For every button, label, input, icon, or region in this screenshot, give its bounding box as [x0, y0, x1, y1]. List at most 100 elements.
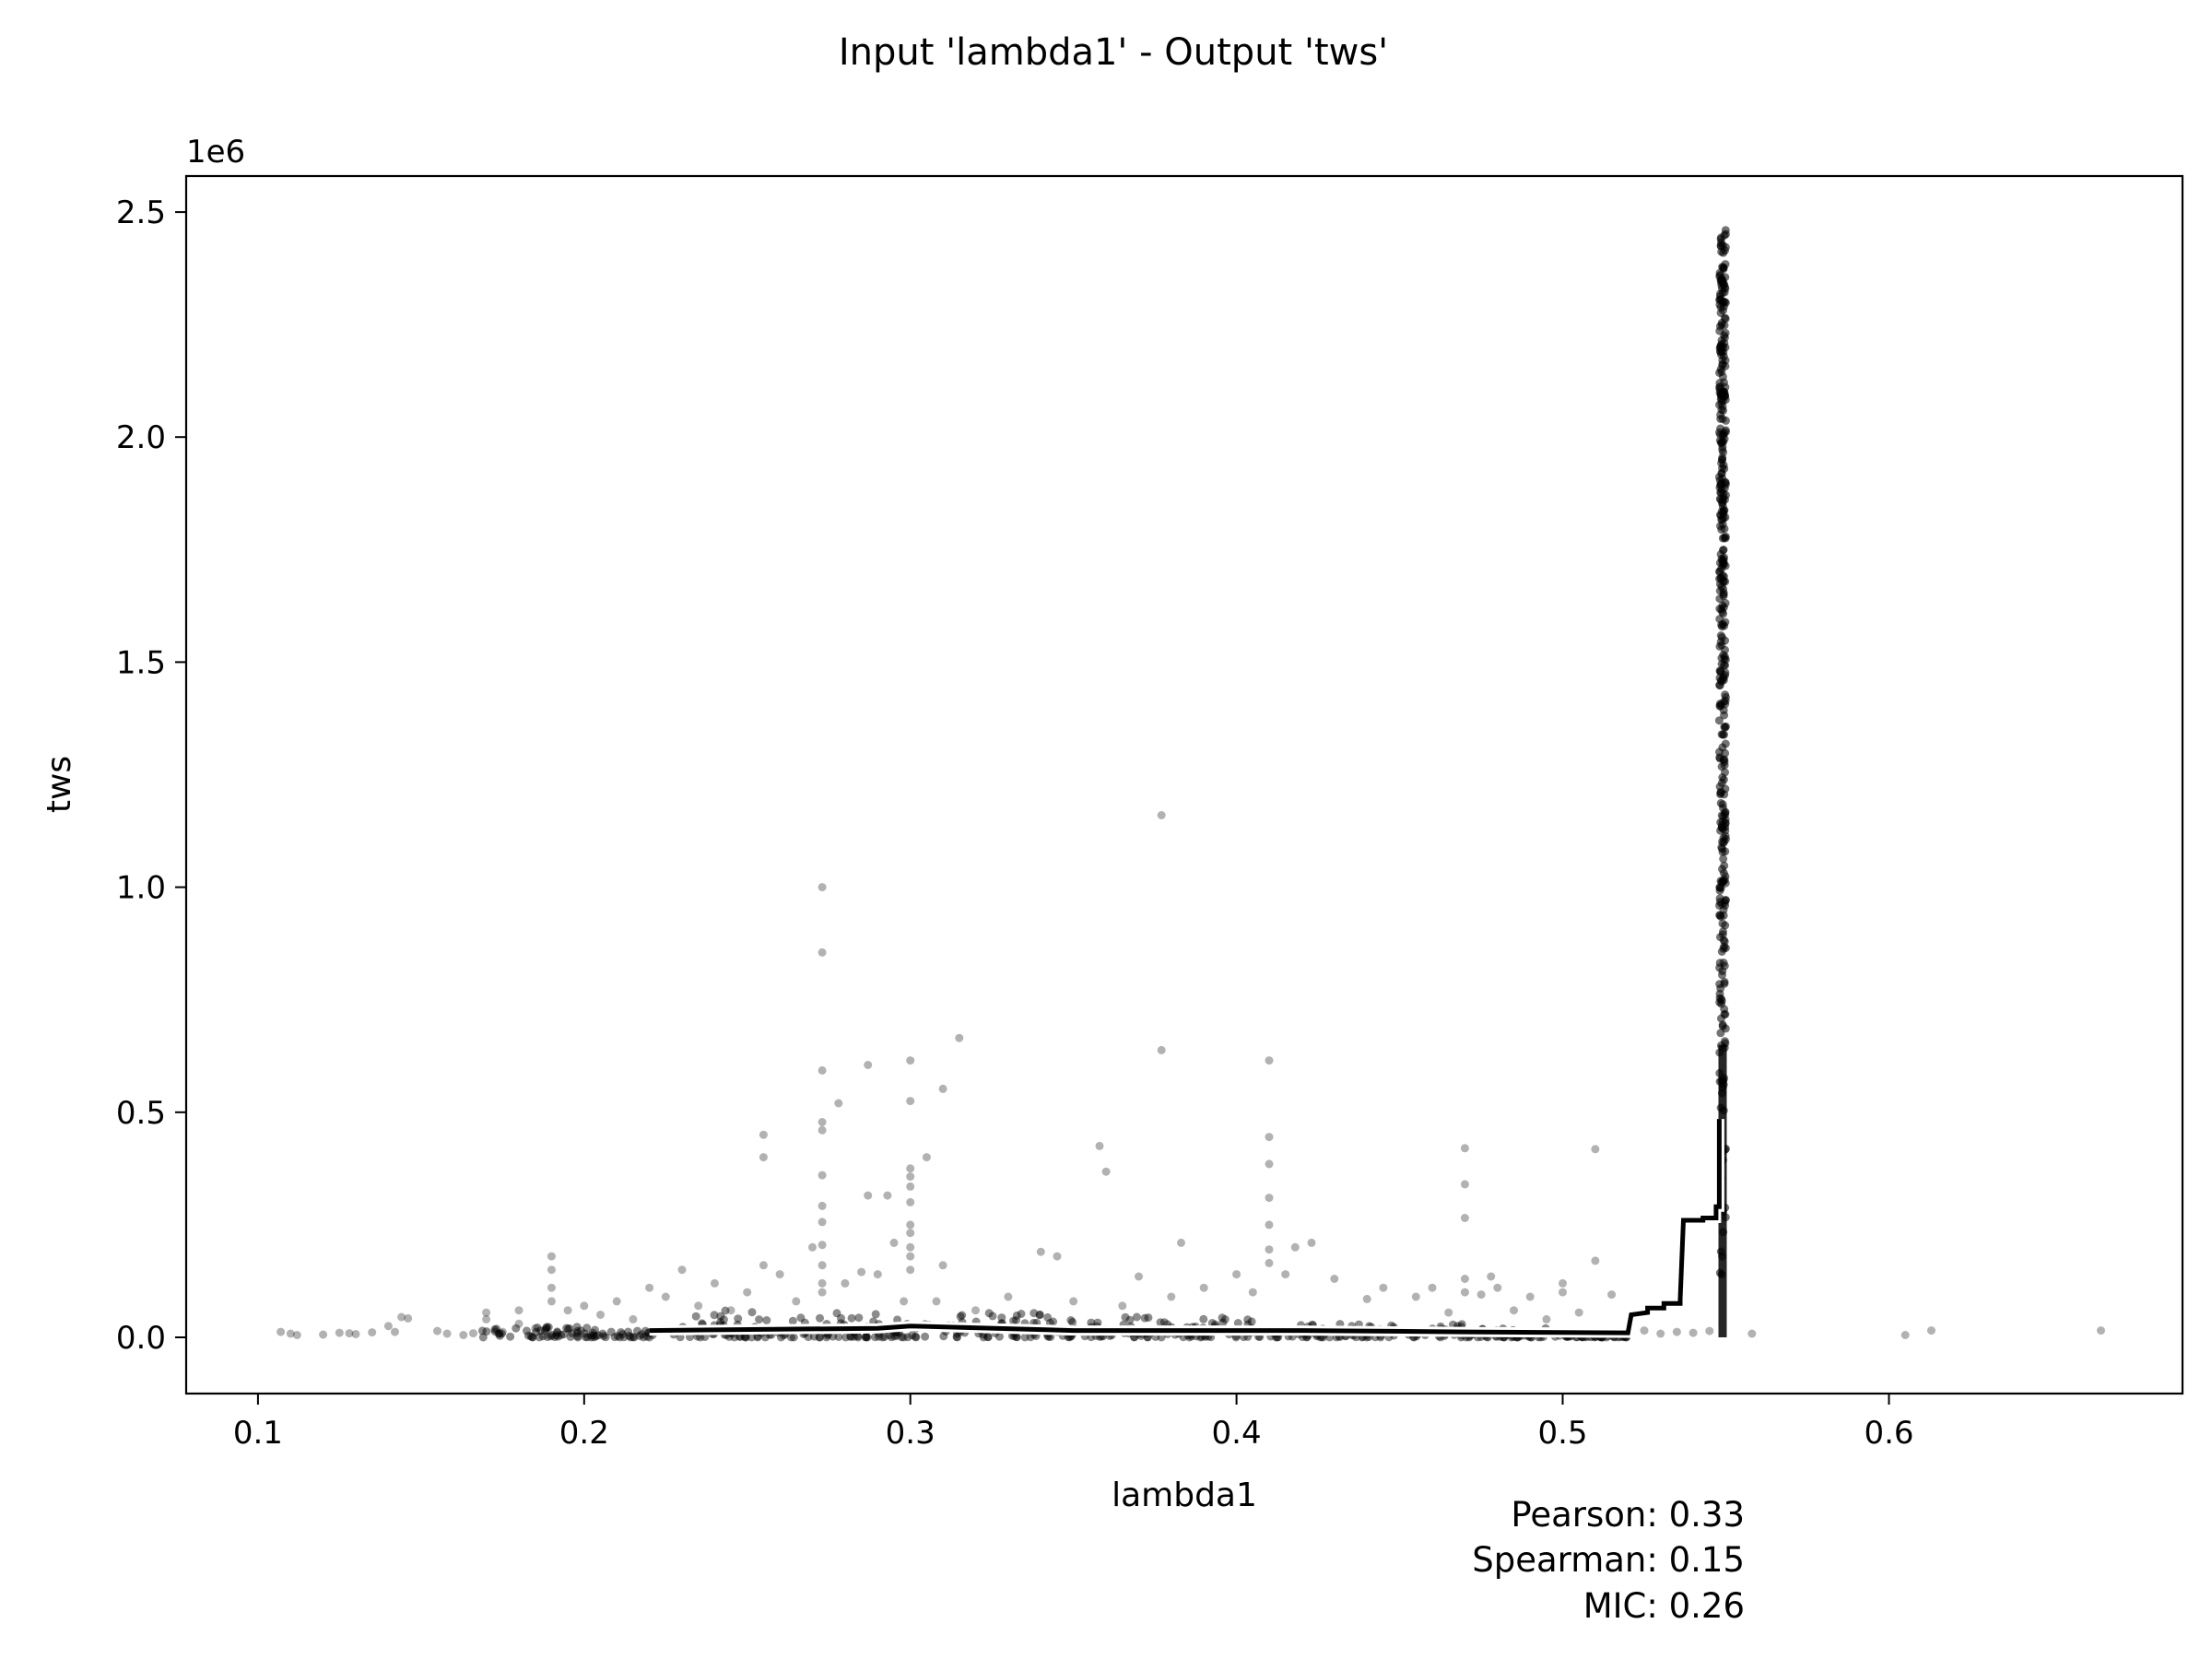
scatter-point [743, 1288, 752, 1297]
scatter-point [1721, 1024, 1730, 1033]
scatter-point [1265, 1159, 1274, 1169]
scatter-point [971, 1306, 980, 1315]
scatter-point [535, 1333, 544, 1342]
scatter-point [897, 1333, 906, 1342]
scatter-point [815, 1333, 824, 1342]
scatter-point [292, 1331, 301, 1339]
scatter-point [818, 947, 827, 957]
scatter-point [514, 1319, 524, 1328]
scatter-point [979, 1333, 988, 1342]
y-offset-label: 1e6 [186, 134, 245, 171]
scatter-point [730, 1333, 739, 1342]
y-tick-label: 1.0 [116, 870, 166, 907]
scatter-point [691, 1312, 700, 1321]
scatter-point [1717, 1014, 1725, 1023]
scatter-point [1719, 775, 1728, 784]
scatter-point [1233, 1319, 1242, 1327]
scatter-point [1718, 442, 1727, 452]
scatter-point [710, 1278, 719, 1288]
scatter-point [1477, 1290, 1486, 1300]
scatter-point [818, 883, 827, 892]
scatter-point [906, 1197, 915, 1206]
scatter-point [1719, 927, 1727, 936]
scatter-point [492, 1324, 501, 1334]
scatter-point [563, 1324, 572, 1334]
scatter-point [1012, 1311, 1021, 1320]
scatter-point [1640, 1326, 1649, 1335]
scatter-point [846, 1332, 855, 1341]
scatter-point [383, 1322, 393, 1331]
scatter-point [1457, 1320, 1466, 1329]
scatter-point [619, 1333, 629, 1342]
scatter-point [1460, 1275, 1469, 1283]
scatter-point [906, 1097, 915, 1106]
scatter-point [1330, 1275, 1339, 1283]
scatter-point [629, 1314, 638, 1324]
scatter-point [547, 1265, 556, 1275]
scatter-point [1718, 534, 1727, 543]
scatter-point [863, 1333, 872, 1342]
scatter-point [1718, 919, 1727, 928]
scatter-point [900, 1297, 909, 1306]
scatter-point [841, 1333, 851, 1342]
scatter-point [612, 1297, 621, 1306]
scatter-point [818, 1118, 827, 1126]
scatter-point [762, 1316, 771, 1324]
scatter-point [588, 1328, 597, 1337]
scatter-point [1900, 1331, 1910, 1339]
scatter-point [1574, 1308, 1583, 1317]
scatter-point [1705, 1326, 1714, 1335]
scatter-point [580, 1329, 589, 1338]
scatter-point [997, 1313, 1006, 1323]
scatter-point [568, 1329, 576, 1337]
scatter-point [576, 1326, 585, 1335]
scatter-point [854, 1313, 864, 1323]
scatter-point [494, 1329, 503, 1338]
scatter-point [536, 1326, 545, 1335]
scatter-point [573, 1333, 582, 1342]
scatter-point [524, 1331, 533, 1340]
scatter-point [804, 1333, 813, 1342]
scatter-point [834, 1333, 843, 1341]
scatter-point [498, 1327, 507, 1336]
plot-area [276, 226, 2105, 1342]
scatter-point [1718, 298, 1727, 307]
scatter-point [984, 1309, 994, 1318]
scatter-point [610, 1333, 619, 1342]
scatter-point [490, 1324, 500, 1334]
scatter-point [580, 1301, 589, 1311]
scatter-point [550, 1333, 559, 1342]
y-axis-label: tws [41, 756, 78, 813]
scatter-point [642, 1332, 652, 1341]
scatter-point [1672, 1327, 1681, 1336]
scatter-point [1525, 1292, 1535, 1301]
scatter-point [857, 1267, 866, 1277]
scatter-point [625, 1331, 634, 1340]
scatter-point [1049, 1317, 1058, 1326]
scatter-point [847, 1313, 856, 1323]
scatter-point [939, 1332, 948, 1341]
scatter-point [563, 1306, 572, 1315]
scatter-point [861, 1333, 870, 1342]
spearman-stat: Spearman: 0.15 [1472, 1540, 1745, 1580]
scatter-point [841, 1278, 850, 1288]
scatter-point [1265, 1258, 1274, 1267]
scatter-point [864, 1061, 873, 1069]
scatter-point [1718, 971, 1726, 980]
scatter-point [629, 1333, 639, 1342]
scatter-point [1487, 1272, 1496, 1281]
scatter-point [2097, 1326, 2105, 1335]
scatter-point [1036, 1247, 1045, 1256]
scatter-point [559, 1330, 569, 1339]
scatter-point [775, 1270, 784, 1279]
scatter-point [1020, 1333, 1030, 1342]
scatter-point [1199, 1283, 1208, 1292]
scatter-point [956, 1312, 965, 1321]
scatter-point [618, 1330, 627, 1339]
scatter-point [809, 1332, 818, 1341]
y-tick-label: 1.5 [116, 644, 166, 681]
scatter-point [544, 1323, 553, 1332]
scatter-point [1720, 524, 1729, 534]
scatter-point [1121, 1312, 1130, 1322]
scatter-point [721, 1306, 730, 1315]
